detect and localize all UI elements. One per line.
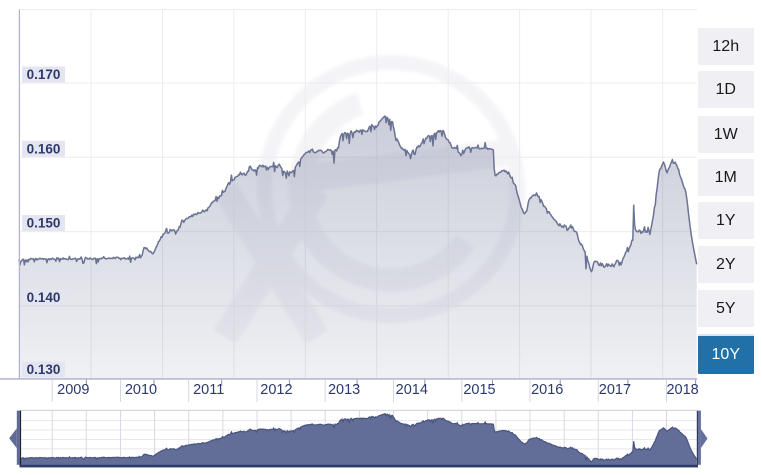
- svg-text:0.150: 0.150: [27, 216, 61, 231]
- svg-text:2012: 2012: [260, 382, 292, 398]
- svg-text:0.130: 0.130: [27, 362, 61, 377]
- svg-text:0.140: 0.140: [27, 290, 61, 305]
- svg-text:2017: 2017: [599, 382, 631, 398]
- svg-text:2010: 2010: [125, 382, 157, 398]
- svg-text:2018: 2018: [666, 382, 698, 398]
- svg-text:0.160: 0.160: [27, 141, 61, 156]
- svg-text:2011: 2011: [193, 382, 224, 398]
- svg-text:0.170: 0.170: [27, 67, 61, 82]
- svg-text:2016: 2016: [531, 382, 563, 398]
- svg-text:2015: 2015: [463, 382, 495, 398]
- svg-text:2009: 2009: [57, 382, 89, 398]
- svg-text:2013: 2013: [328, 382, 360, 398]
- svg-text:2014: 2014: [396, 382, 428, 398]
